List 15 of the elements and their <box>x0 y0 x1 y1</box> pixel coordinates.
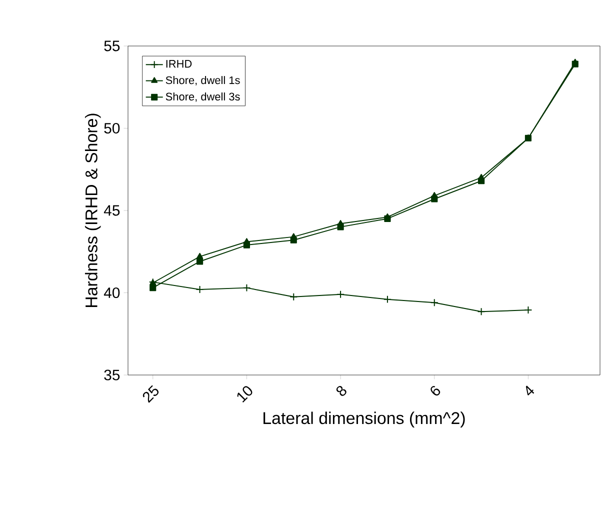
legend-label: Shore, dwell 1s <box>166 76 240 86</box>
legend-label: IRHD <box>166 60 192 68</box>
x-tick-label: 4 <box>526 386 534 396</box>
y-tick-label: 55 <box>104 40 120 52</box>
y-tick-label: 45 <box>104 205 120 216</box>
y-tick-label: 40 <box>104 287 120 298</box>
x-tick-label: 8 <box>336 386 346 396</box>
y-axis-title: Hardness (IRHD & Shore) <box>84 114 101 307</box>
x-tick-label: 25 <box>142 385 159 403</box>
y-tick-label: 35 <box>104 370 120 380</box>
legend-label: Shore, dwell 3s <box>166 92 240 102</box>
x-tick-label: 10 <box>237 386 252 403</box>
x-axis-title: Lateral dimensions (mm^2) <box>264 412 465 428</box>
y-tick-label: 50 <box>104 122 120 134</box>
x-tick-label: 6 <box>430 386 440 396</box>
